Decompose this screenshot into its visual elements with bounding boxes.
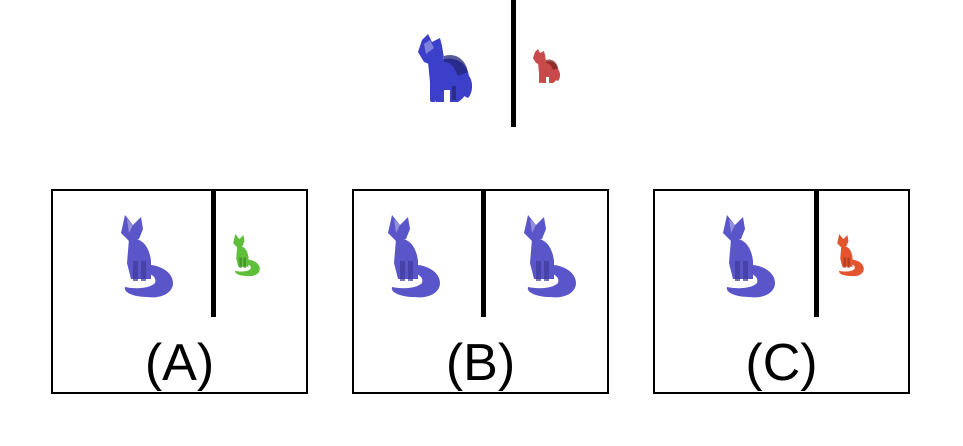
fox-icon xyxy=(388,215,440,298)
option-b-divider xyxy=(481,191,486,317)
option-b[interactable]: (B) xyxy=(352,189,609,394)
option-label: (B) xyxy=(445,334,516,392)
option-a-divider xyxy=(211,191,216,317)
question-divider xyxy=(511,0,516,127)
fox-icon xyxy=(524,215,576,298)
fox-icon xyxy=(233,234,260,277)
fox-icon xyxy=(723,215,775,298)
fox-icon xyxy=(837,234,864,277)
option-c[interactable]: (C) xyxy=(653,189,910,394)
option-label: (C) xyxy=(745,334,818,392)
option-label: (A) xyxy=(144,334,215,392)
option-a[interactable]: (A) xyxy=(51,189,308,394)
option-c-divider xyxy=(814,191,819,317)
fox-icon xyxy=(121,215,173,298)
cat-icon xyxy=(418,34,473,102)
cat-icon xyxy=(533,49,561,83)
